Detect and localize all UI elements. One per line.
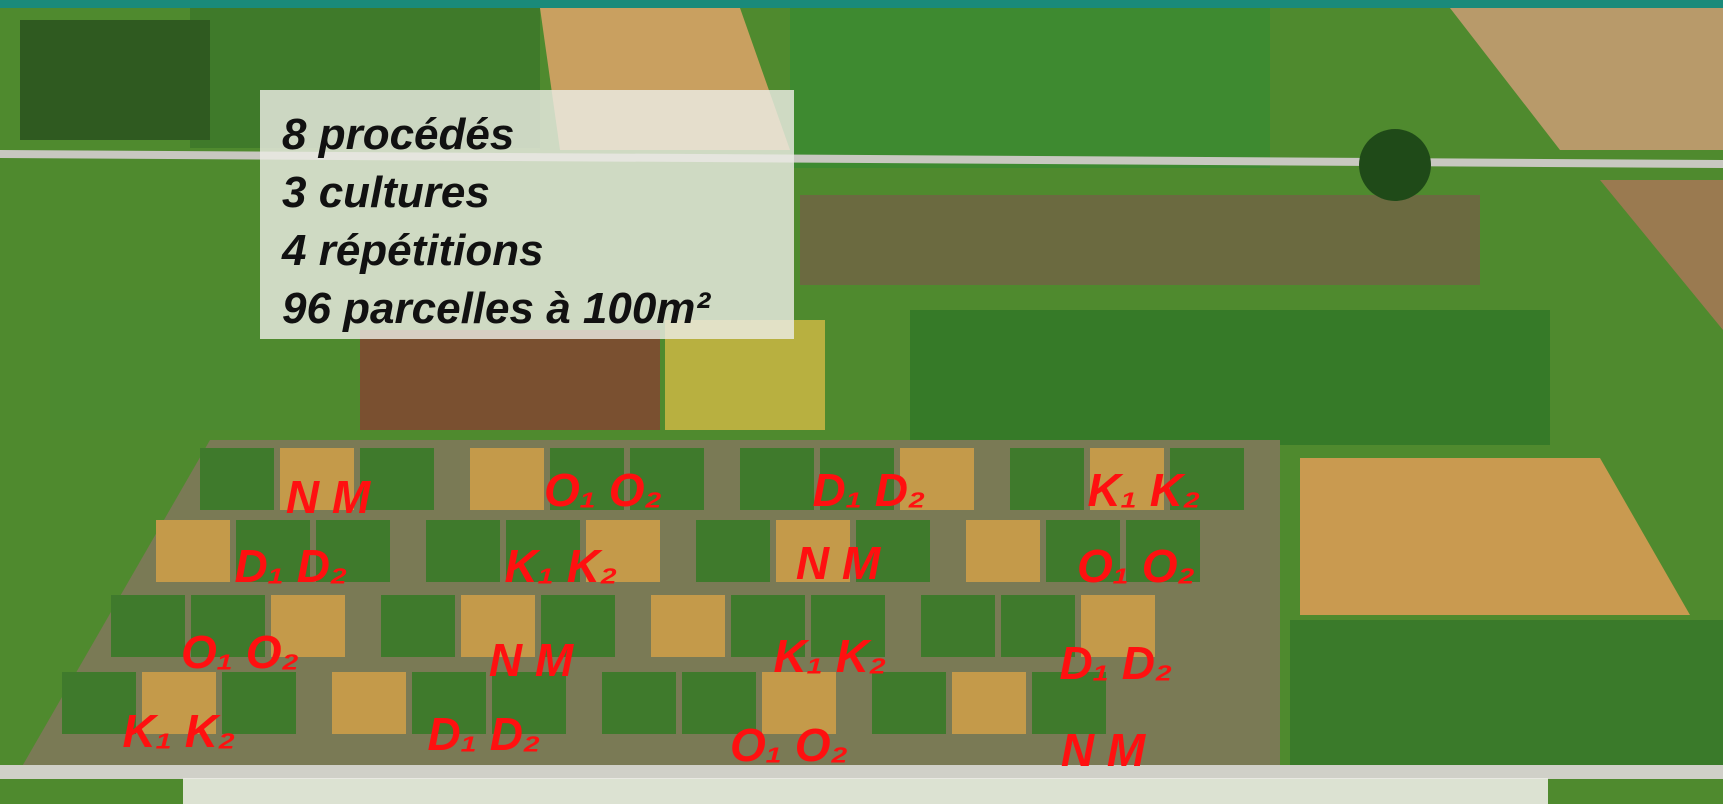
- info-line: 3 cultures: [282, 168, 490, 217]
- plot: [142, 672, 216, 734]
- plot-label: O₁ O₂: [543, 464, 663, 516]
- plot: [541, 595, 615, 657]
- plot: [381, 595, 455, 657]
- plot: [682, 672, 756, 734]
- plot-label: K₁ K₂: [122, 705, 236, 757]
- plot: [1046, 520, 1120, 582]
- plot: [470, 448, 544, 510]
- field: [1290, 620, 1723, 770]
- plot: [550, 448, 624, 510]
- plot: [1010, 448, 1084, 510]
- plot-label: K₁ K₂: [1087, 464, 1201, 516]
- plot: [461, 595, 535, 657]
- plot: [1126, 520, 1200, 582]
- plot: [280, 448, 354, 510]
- plot-grid: [62, 448, 1244, 734]
- plot: [900, 448, 974, 510]
- plot: [1032, 672, 1106, 734]
- info-line: 4 répétitions: [282, 226, 544, 275]
- plot: [412, 672, 486, 734]
- plot: [966, 520, 1040, 582]
- plot: [1170, 448, 1244, 510]
- plot: [332, 672, 406, 734]
- field: [1600, 180, 1723, 330]
- plot-label: K₁ K₂: [504, 540, 618, 592]
- plot: [1081, 595, 1155, 657]
- plot: [111, 595, 185, 657]
- trees: [20, 20, 210, 140]
- tree: [1359, 129, 1431, 201]
- plot: [856, 520, 930, 582]
- top-strip: [0, 0, 1723, 8]
- plot-label: D₁ D₂: [427, 708, 541, 760]
- plot: [271, 595, 345, 657]
- caption-box: [183, 778, 1548, 804]
- plot: [426, 520, 500, 582]
- plot: [820, 448, 894, 510]
- plot: [200, 448, 274, 510]
- plot: [776, 520, 850, 582]
- plot-label: D₁ D₂: [1059, 637, 1173, 689]
- info-line: 8 procédés: [282, 110, 515, 159]
- plot-label: N M: [488, 634, 574, 686]
- field: [910, 310, 1550, 445]
- plot: [360, 448, 434, 510]
- plot-label: N M: [1060, 724, 1146, 776]
- plot: [811, 595, 885, 657]
- plot: [1001, 595, 1075, 657]
- plot: [696, 520, 770, 582]
- plot-label: O₁ O₂: [729, 719, 849, 771]
- plot: [506, 520, 580, 582]
- plot: [952, 672, 1026, 734]
- plot: [316, 520, 390, 582]
- plot-label: N M: [795, 537, 881, 589]
- info-line: 96 parcelles à 100m²: [282, 284, 711, 333]
- plot: [921, 595, 995, 657]
- plot: [872, 672, 946, 734]
- plot: [740, 448, 814, 510]
- plot: [62, 672, 136, 734]
- plot-label: N M: [285, 471, 371, 523]
- field: [50, 300, 260, 430]
- plot: [156, 520, 230, 582]
- plot: [651, 595, 725, 657]
- nursery: [800, 195, 1480, 285]
- plot: [762, 672, 836, 734]
- plot: [602, 672, 676, 734]
- plot-label: O₁ O₂: [180, 626, 300, 678]
- plot: [630, 448, 704, 510]
- field: [790, 8, 1270, 168]
- plot-label: D₁ D₂: [234, 540, 348, 592]
- plot-label: O₁ O₂: [1076, 540, 1196, 592]
- info-box: 8 procédés 3 cultures 4 répétitions 96 parc…: [260, 90, 794, 339]
- plot: [222, 672, 296, 734]
- plot: [191, 595, 265, 657]
- field: [360, 330, 660, 430]
- plot: [492, 672, 566, 734]
- plot: [731, 595, 805, 657]
- plot: [1090, 448, 1164, 510]
- wheat-field: [1300, 458, 1690, 615]
- plot: [586, 520, 660, 582]
- plot-label: K₁ K₂: [773, 630, 887, 682]
- road: [0, 765, 1723, 779]
- field: [1450, 8, 1723, 150]
- plot: [236, 520, 310, 582]
- plot-label: D₁ D₂: [812, 464, 926, 516]
